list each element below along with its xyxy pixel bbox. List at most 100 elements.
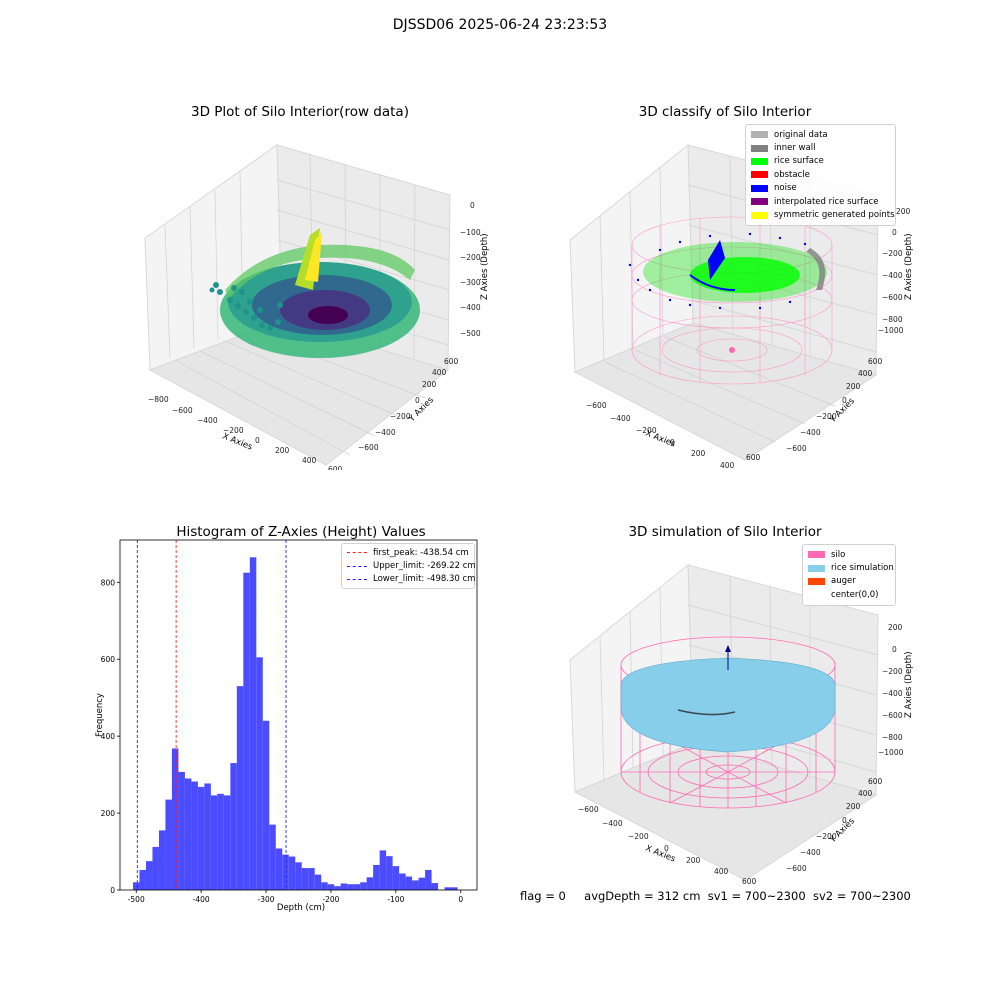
p4-ztick-0: 200 (888, 623, 903, 632)
panel4-title: 3D simulation of Silo Interior (628, 524, 822, 540)
p1-xtick-5: 200 (275, 446, 290, 455)
histogram-bar (405, 876, 413, 890)
p2-xtick-3: 0 (670, 438, 675, 447)
histogram-bar (197, 786, 205, 890)
y-tick-label: 400 (101, 732, 116, 741)
panel1-point-cloud (209, 228, 420, 358)
histogram-bar (288, 856, 296, 890)
p4-xlabel: X Axies (644, 844, 677, 865)
histogram-vlines (136, 540, 287, 890)
p2-ytick-2: −200 (816, 412, 837, 421)
legend-swatch (751, 157, 768, 165)
legend-label: interpolated rice surface (774, 196, 879, 207)
p2-xlabel: X Axies (644, 429, 677, 450)
p1-xtick-4: 0 (255, 436, 260, 445)
histogram-bar (347, 884, 354, 890)
p2-xtick-5: 400 (720, 461, 735, 470)
legend-item: original data (751, 128, 890, 141)
p2-xtick-6: 600 (746, 453, 761, 462)
histogram-bar (308, 868, 315, 890)
histogram-bar (444, 887, 452, 890)
histogram-bar (321, 882, 328, 890)
p2-xtick-2: −200 (636, 426, 657, 435)
p1-ytick-6: 600 (444, 357, 459, 366)
status-line: flag = 0 avgDepth = 312 cm sv1 = 700~230… (520, 889, 911, 903)
p1-ytick-2: −200 (390, 412, 411, 421)
p4-ytick-5: 400 (858, 789, 873, 798)
p2-ztick-4: −600 (882, 293, 903, 302)
p1-ytick-5: 400 (432, 368, 447, 377)
histogram-bar (412, 880, 419, 890)
x-tick-label: -100 (387, 895, 404, 904)
legend-label: original data (774, 129, 828, 140)
p4-ztick-6: −1000 (878, 748, 904, 757)
x-tick-label: -200 (322, 895, 339, 904)
legend-item: first_peak: -438.54 cm (347, 546, 469, 559)
p4-xtick-5: 400 (714, 867, 729, 876)
legend-label: inner wall (774, 143, 816, 154)
y-tick-label: 0 (110, 886, 115, 895)
legend-label: auger (831, 576, 856, 587)
histogram-bar (399, 873, 406, 890)
p4-ztick-2: −200 (882, 667, 903, 676)
histogram-bar (327, 884, 335, 890)
p1-ztick-0: 0 (470, 201, 475, 210)
histogram-bar (418, 877, 426, 890)
histogram-bar (295, 862, 302, 890)
legend-label: silo (831, 549, 846, 560)
y-axis-ticks: 0 200 400 600 800 (101, 578, 120, 895)
histogram-bar (262, 720, 270, 890)
histogram-chart: -500 -400 -300 -200 -100 0 0 200 400 600 800 Dept… (95, 539, 478, 913)
status-sv1: sv1 = 700~2300 (707, 889, 806, 903)
p1-xtick-0: −800 (148, 395, 169, 404)
legend-swatch (808, 564, 825, 572)
histogram-bar (191, 781, 198, 890)
histogram-xlabel: Depth (cm) (277, 903, 325, 913)
legend-item: inner wall (751, 141, 890, 154)
p4-ztick-4: −600 (882, 711, 903, 720)
p1-ztick-4: −400 (460, 303, 481, 312)
legend-swatch (347, 578, 367, 580)
legend-item: Lower_limit: -498.30 cm (347, 573, 475, 586)
p4-ytick-1: −400 (800, 848, 821, 857)
histogram-bar (230, 763, 237, 890)
p2-ytick-5: 400 (858, 369, 873, 378)
p4-xtick-6: 600 (742, 877, 757, 886)
p4-ytick-3: 0 (842, 816, 847, 825)
p2-ztick-2: −200 (882, 249, 903, 258)
p2-ztick-6: −1000 (878, 326, 904, 335)
legend-label: first_peak: -438.54 cm (373, 547, 469, 558)
histogram-bar (301, 868, 309, 890)
p1-ytick-4: 200 (422, 380, 437, 389)
p4-zlabel: Z Axies (Depth) (904, 651, 914, 718)
legend-item: interpolated rice surface (751, 195, 890, 208)
histogram-bar (223, 795, 231, 890)
figure-title: DJSSD06 2025-06-24 23:23:53 (392, 17, 608, 33)
panel4-ticks: −600 −400 −200 0 200 400 600 −600 −400 −… (578, 623, 904, 886)
legend-swatch (751, 131, 768, 139)
legend-label: rice surface (774, 156, 824, 167)
x-tick-label: -500 (128, 895, 145, 904)
p4-ztick-3: −400 (882, 689, 903, 698)
histogram-bar (353, 884, 361, 890)
p4-xtick-4: 200 (686, 856, 701, 865)
p2-ytick-4: 200 (846, 382, 861, 391)
histogram-bar (282, 854, 289, 890)
histogram-bar (236, 686, 244, 890)
panel2-ticks: −600 −400 −200 0 200 400 600 −600 −400 −… (586, 207, 911, 470)
legend-item: rice simulation (808, 561, 894, 574)
histogram-bar (165, 799, 172, 890)
status-sv2: sv2 = 700~2300 (812, 889, 911, 903)
legend-swatch (347, 565, 367, 567)
p2-xtick-0: −600 (586, 401, 607, 410)
legend-swatch (751, 211, 768, 219)
panel2-title: 3D classify of Silo Interior (638, 104, 812, 120)
p1-xtick-6: 400 (302, 456, 317, 465)
p4-ztick-5: −800 (882, 733, 903, 742)
legend-item: Upper_limit: -269.22 cm (347, 559, 476, 572)
histogram-bar (178, 771, 185, 890)
auger-arrow (725, 645, 731, 670)
p1-ztick-3: −300 (460, 278, 481, 287)
p4-ytick-6: 600 (868, 777, 883, 786)
histogram-bar (256, 657, 263, 890)
